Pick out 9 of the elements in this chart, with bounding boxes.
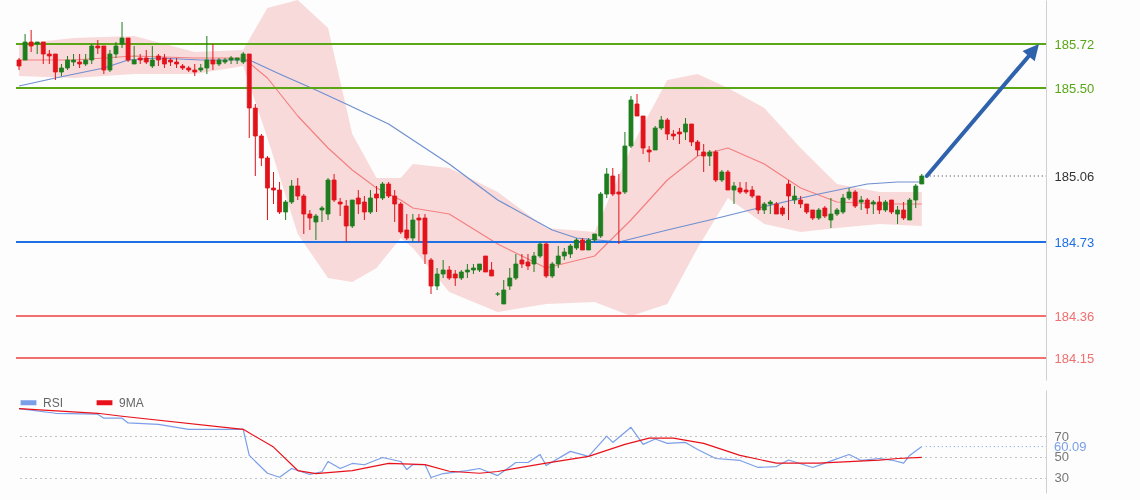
y-tick-label: 184.73: [1054, 234, 1095, 250]
legend-label: 9MA: [119, 395, 144, 410]
y-tick-label: 184.36: [1054, 308, 1095, 324]
y-tick-label: 30: [1054, 470, 1069, 486]
legend-label: RSI: [43, 395, 64, 410]
y-tick-label: 185.72: [1054, 36, 1095, 52]
y-tick-label: 185.06: [1054, 168, 1095, 184]
y-tick-label: 185.50: [1054, 80, 1095, 96]
y-tick-label: 184.15: [1054, 350, 1095, 366]
